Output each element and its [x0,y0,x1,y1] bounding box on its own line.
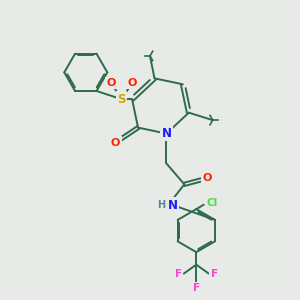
Text: Cl: Cl [206,198,218,208]
Text: N: N [161,127,171,140]
Text: F: F [211,268,218,279]
Text: N: N [167,199,177,212]
Text: O: O [128,78,137,88]
Text: S: S [117,93,126,106]
Text: O: O [111,137,120,148]
Text: O: O [106,78,116,88]
Text: F: F [193,283,200,293]
Text: F: F [175,268,182,279]
Text: H: H [157,200,165,210]
Text: O: O [202,173,211,183]
